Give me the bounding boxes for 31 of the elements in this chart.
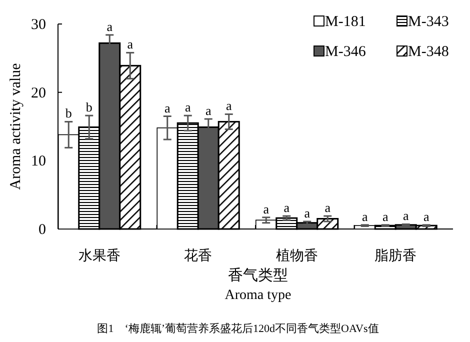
data-label: a: [324, 200, 331, 216]
x-tick-label: 脂肪香: [374, 248, 417, 264]
data-label: a: [362, 208, 368, 224]
data-label: a: [164, 100, 170, 116]
y-tick-label: 0: [38, 222, 46, 238]
data-label: a: [226, 98, 232, 114]
data-label: b: [65, 106, 72, 121]
data-label: b: [86, 100, 92, 115]
x-tick-label: 水果香: [78, 248, 120, 264]
data-label: a: [304, 205, 310, 220]
data-label: a: [184, 100, 191, 115]
legend-label: M-348: [408, 44, 449, 60]
caption: 图1 ‘梅鹿辄’葡萄营养系盛花后120d不同香气类型OAVs值: [97, 322, 379, 335]
y-tick-label: 10: [31, 154, 46, 170]
data-label: a: [263, 201, 270, 216]
data-label: a: [284, 200, 290, 216]
data-label: a: [127, 36, 134, 52]
data-label: a: [205, 102, 212, 118]
data-label: a: [106, 18, 113, 34]
x-tick-label: 植物香: [276, 248, 318, 264]
y-tick-label: 30: [31, 17, 46, 33]
legend-label: M-181: [325, 14, 366, 30]
legend-label: M-343: [408, 14, 449, 30]
data-label: a: [402, 208, 409, 224]
y-axis-title: Aroma activity value: [8, 62, 24, 190]
y-tick-label: 20: [31, 85, 46, 102]
legend-label: M-346: [325, 44, 366, 60]
x-tick-label: 花香: [184, 248, 212, 264]
x-axis-title: 香气类型 Aroma type: [224, 266, 292, 303]
data-label: a: [382, 208, 388, 224]
data-label: a: [423, 208, 430, 224]
